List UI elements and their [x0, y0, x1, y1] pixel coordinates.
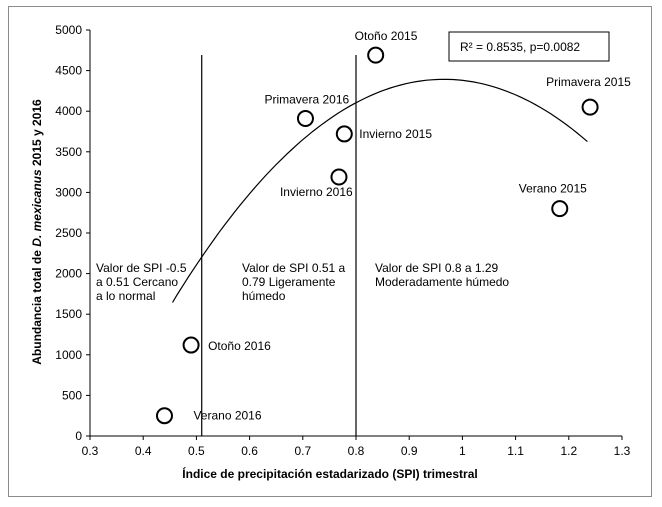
x-ticks: 0.3 0.4 0.5 0.6 0.7 0.8 0.9 1 1.1 1.2 1.3	[82, 436, 631, 458]
x-tick-label: 0.4	[135, 444, 152, 458]
point-label: Invierno 2016	[280, 185, 353, 199]
x-tick-label: 0.5	[188, 444, 205, 458]
y-tick-label: 4000	[55, 104, 82, 118]
x-tick-label: 1.3	[614, 444, 631, 458]
y-tick-label: 500	[62, 388, 82, 402]
y-tick-label: 5000	[55, 23, 82, 37]
data-point	[335, 125, 353, 143]
data-point	[182, 336, 200, 354]
point-label: Verano 2016	[193, 409, 261, 423]
data-point	[581, 98, 599, 116]
point-label: Otoño 2016	[208, 339, 271, 353]
region-label-normal: Valor de SPI -0.5 a 0.51 Cercano a lo no…	[96, 261, 190, 303]
r-squared-annotation: R² = 0.8535, p=0.0082	[460, 40, 580, 54]
data-point	[296, 110, 314, 128]
x-tick-label: 1	[459, 444, 466, 458]
y-tick-label: 4500	[55, 64, 82, 78]
x-tick-label: 0.9	[401, 444, 418, 458]
region-label-moderately-humid: Valor de SPI 0.8 a 1.29 Moderadamente hú…	[375, 261, 509, 289]
chart-frame	[8, 6, 652, 497]
data-point	[551, 200, 569, 218]
x-axis-title: Índice de precipitación estadarizado (SP…	[182, 466, 477, 481]
data-point	[155, 407, 173, 425]
x-tick-label: 0.8	[348, 444, 365, 458]
data-point	[330, 168, 348, 186]
y-tick-label: 2500	[55, 226, 82, 240]
y-tick-label: 0	[75, 429, 82, 443]
data-point	[367, 46, 385, 64]
y-tick-label: 2000	[55, 267, 82, 281]
point-label: Primavera 2015	[546, 75, 631, 89]
reference-lines	[201, 55, 357, 436]
region-label-slightly-humid: Valor de SPI 0.51 a 0.79 Ligeramente húm…	[242, 261, 349, 303]
region-annotations: Valor de SPI -0.5 a 0.51 Cercano a lo no…	[96, 261, 509, 303]
point-labels: Verano 2016 Otoño 2016 Primavera 2016 Invie…	[193, 29, 631, 423]
y-tick-label: 1500	[55, 307, 82, 321]
x-tick-label: 1.1	[507, 444, 524, 458]
point-label: Verano 2015	[519, 182, 587, 196]
data-points	[155, 46, 599, 425]
y-tick-label: 3500	[55, 145, 82, 159]
y-tick-label: 3000	[55, 185, 82, 199]
r-squared-box: R² = 0.8535, p=0.0082	[448, 31, 610, 62]
x-tick-label: 0.6	[241, 444, 258, 458]
y-tick-label: 1000	[55, 348, 82, 362]
trend-curve	[171, 78, 588, 303]
point-label: Invierno 2015	[359, 127, 432, 141]
point-label: Primavera 2016	[264, 93, 349, 107]
x-tick-label: 0.3	[82, 444, 99, 458]
y-ticks: 0 500 1000 1500 2000 2500 3000 3500 4000 4500 5000	[55, 23, 90, 443]
point-label: Otoño 2015	[355, 29, 418, 43]
x-tick-label: 0.7	[294, 444, 311, 458]
x-tick-label: 1.2	[560, 444, 577, 458]
y-axis-title: Abundancia total de D. mexicanus 2015 y …	[30, 99, 44, 365]
